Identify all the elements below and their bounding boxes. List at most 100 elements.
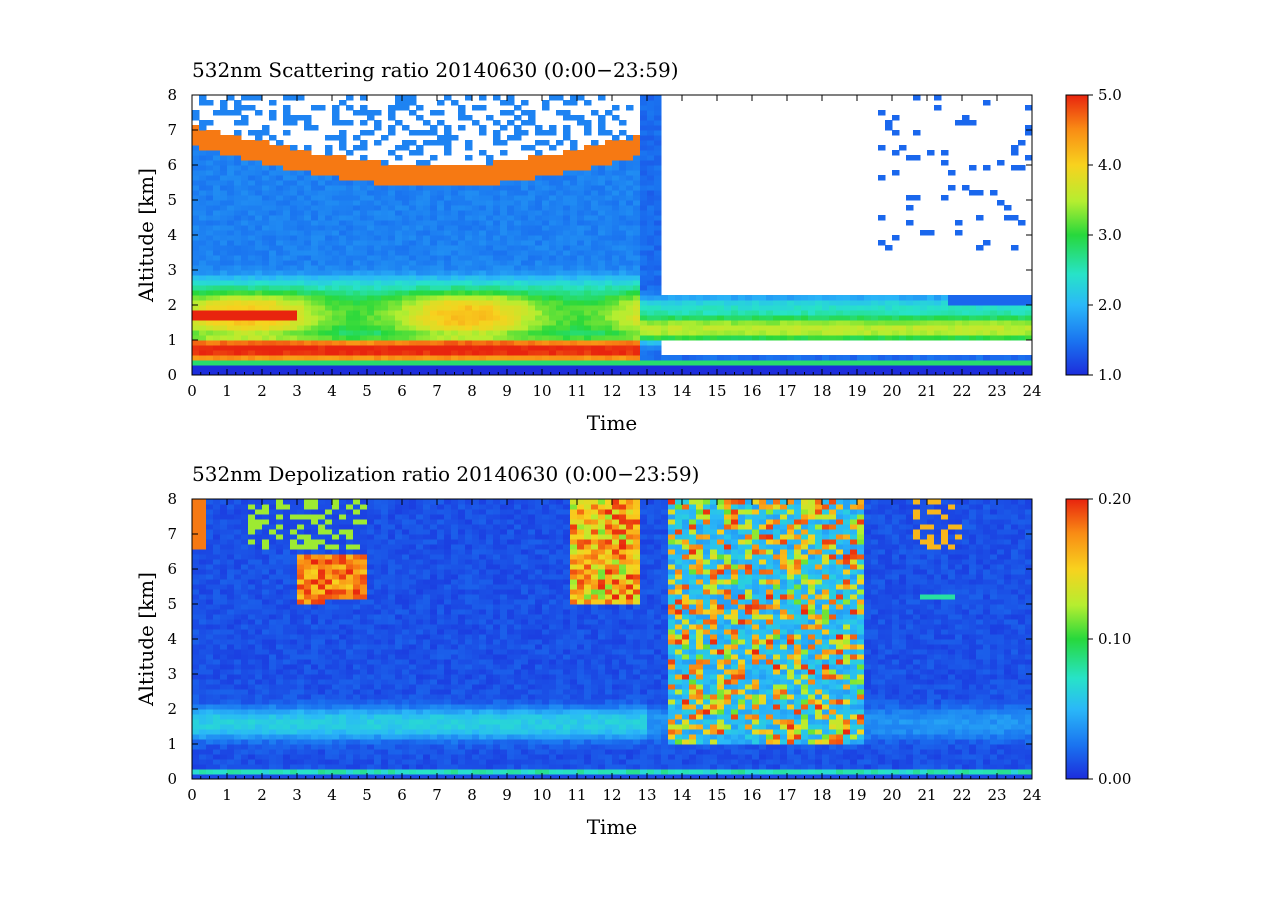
heatmap-cell	[402, 365, 410, 371]
heatmap-cell	[290, 270, 298, 276]
heatmap-cell	[339, 295, 347, 301]
heatmap-cell	[535, 205, 543, 211]
heatmap-cell	[339, 270, 347, 276]
heatmap-cell	[577, 355, 585, 361]
heatmap-cell	[416, 305, 424, 311]
heatmap-cell	[332, 365, 340, 371]
heatmap-cell	[605, 230, 613, 236]
heatmap-cell	[808, 310, 816, 316]
heatmap-cell	[325, 210, 333, 216]
heatmap-cell	[283, 185, 291, 191]
heatmap-cell	[605, 360, 613, 366]
heatmap-cell	[276, 340, 284, 346]
heatmap-cell	[409, 185, 417, 191]
heatmap-cell	[850, 335, 858, 341]
heatmap-cell	[647, 185, 655, 191]
heatmap-cell	[521, 100, 529, 106]
heatmap-cell	[276, 649, 284, 655]
heatmap-cell	[626, 335, 634, 341]
x-tick-label: 15	[707, 382, 726, 400]
heatmap-cell	[262, 295, 270, 301]
heatmap-cell	[584, 170, 592, 176]
heatmap-cell	[584, 255, 592, 261]
heatmap-cell	[535, 165, 543, 171]
heatmap-cell	[346, 210, 354, 216]
heatmap-cell	[262, 514, 270, 520]
heatmap-cell	[542, 320, 550, 326]
heatmap-cell	[220, 729, 228, 735]
heatmap-cell	[591, 210, 599, 216]
heatmap-cell	[458, 315, 466, 321]
heatmap-cell	[549, 160, 557, 166]
heatmap-cell	[353, 300, 361, 306]
heatmap-cell	[199, 599, 207, 605]
heatmap-cell	[507, 270, 515, 276]
heatmap-cell	[514, 330, 522, 336]
heatmap-cell	[528, 205, 536, 211]
heatmap-cell	[283, 569, 291, 575]
heatmap-cell	[535, 185, 543, 191]
heatmap-cell	[591, 145, 599, 151]
heatmap-cell	[283, 719, 291, 725]
heatmap-cell	[290, 360, 298, 366]
heatmap-cell	[423, 200, 431, 206]
heatmap-cell	[780, 320, 788, 326]
heatmap-cell	[465, 320, 473, 326]
heatmap-cell	[227, 604, 235, 610]
heatmap-cell	[906, 315, 914, 321]
heatmap-cell	[647, 245, 655, 251]
heatmap-cell	[206, 260, 214, 266]
heatmap-cell	[234, 594, 242, 600]
heatmap-cell	[283, 669, 291, 675]
heatmap-cell	[528, 260, 536, 266]
heatmap-cell	[304, 240, 312, 246]
heatmap-cell	[535, 340, 543, 346]
heatmap-cell	[598, 295, 606, 301]
heatmap-cell	[248, 644, 256, 650]
heatmap-cell	[283, 774, 291, 779]
heatmap-cell	[444, 205, 452, 211]
heatmap-cell	[906, 220, 914, 226]
heatmap-cell	[633, 215, 641, 221]
heatmap-cell	[493, 200, 501, 206]
heatmap-cell	[535, 330, 543, 336]
heatmap-cell	[248, 285, 256, 291]
heatmap-cell	[276, 614, 284, 620]
heatmap-cell	[997, 335, 1005, 341]
heatmap-cell	[248, 689, 256, 695]
heatmap-cell	[199, 594, 207, 600]
heatmap-cell	[262, 195, 270, 201]
heatmap-cell	[654, 180, 662, 186]
heatmap-cell	[584, 200, 592, 206]
heatmap-cell	[444, 165, 452, 171]
heatmap-cell	[234, 514, 242, 520]
heatmap-cell	[360, 180, 368, 186]
heatmap-cell	[213, 335, 221, 341]
heatmap-cell	[276, 280, 284, 286]
heatmap-cell	[563, 215, 571, 221]
heatmap-cell	[332, 215, 340, 221]
heatmap-cell	[745, 360, 753, 366]
heatmap-cell	[717, 300, 725, 306]
heatmap-cell	[542, 220, 550, 226]
heatmap-cell	[283, 300, 291, 306]
heatmap-cell	[668, 355, 676, 361]
heatmap-cell	[521, 330, 529, 336]
heatmap-cell	[451, 290, 459, 296]
heatmap-cell	[297, 180, 305, 186]
heatmap-cell	[255, 150, 263, 156]
heatmap-cell	[276, 754, 284, 760]
heatmap-cell	[647, 360, 655, 366]
heatmap-cell	[500, 205, 508, 211]
heatmap-cell	[360, 130, 368, 136]
heatmap-cell	[521, 185, 529, 191]
heatmap-cell	[619, 210, 627, 216]
heatmap-cell	[535, 300, 543, 306]
heatmap-cell	[591, 320, 599, 326]
heatmap-cell	[395, 350, 403, 356]
heatmap-cell	[563, 210, 571, 216]
heatmap-cell	[710, 325, 718, 331]
heatmap-cell	[199, 210, 207, 216]
heatmap-cell	[220, 639, 228, 645]
heatmap-cell	[332, 320, 340, 326]
